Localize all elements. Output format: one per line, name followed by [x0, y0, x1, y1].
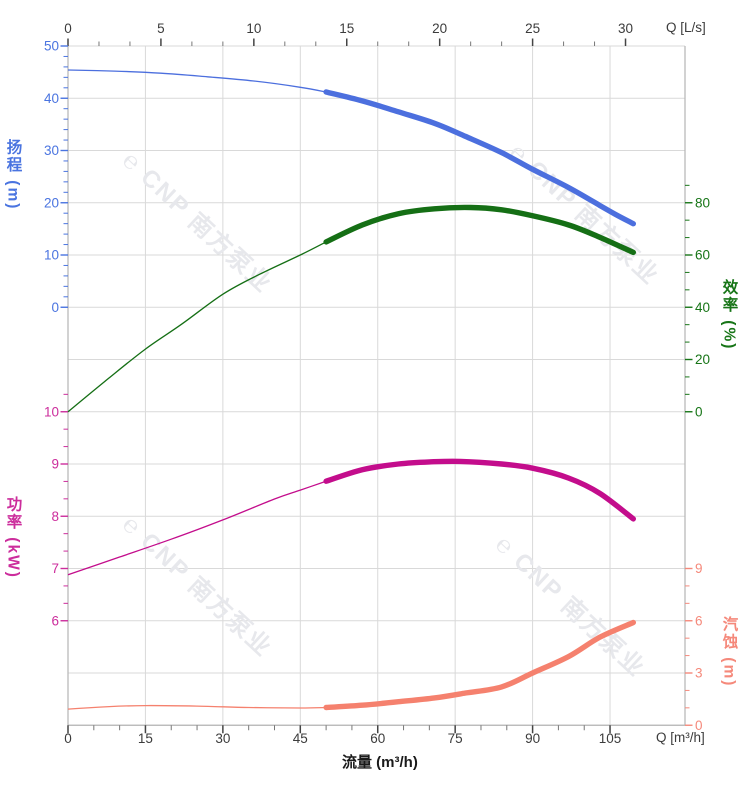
flow-top-unit-label: Q [L/s] [666, 20, 706, 35]
top-axis-tick-label: 25 [525, 21, 540, 36]
bottom-axis-tick-label: 0 [64, 731, 72, 746]
head-axis-tick-label: 40 [44, 91, 59, 106]
bottom-axis-tick-label: 45 [293, 731, 308, 746]
npsh-axis-tick-label: 0 [695, 718, 703, 733]
power-curve [323, 458, 636, 522]
head-axis-title: 扬程 (m) [4, 139, 22, 211]
power-axis-tick-label: 10 [44, 404, 59, 419]
flow-bottom-unit-label: Q [m³/h] [656, 730, 705, 745]
head-axis-tick-label: 0 [51, 300, 59, 315]
bottom-axis-tick-label: 90 [525, 731, 540, 746]
watermark: ℮ CNP 南方泵业 [117, 510, 278, 663]
efficiency-axis-tick-label: 40 [695, 300, 710, 315]
efficiency-axis-tick-label: 20 [695, 352, 710, 367]
top-axis-tick-label: 30 [618, 21, 633, 36]
efficiency-axis-tick-label: 80 [695, 195, 710, 210]
efficiency-axis-title: 效率 (%) [720, 279, 738, 351]
top-axis-tick-label: 10 [246, 21, 261, 36]
power-axis-tick-label: 8 [51, 509, 59, 524]
efficiency-axis-tick-label: 0 [695, 404, 703, 419]
watermark: ℮ CNP 南方泵业 [490, 530, 651, 683]
npsh-curve [323, 619, 636, 711]
power-axis-tick-label: 6 [51, 613, 59, 628]
efficiency-curve [323, 204, 636, 256]
top-axis-tick-label: 0 [64, 21, 72, 36]
watermark: ℮ CNP 南方泵业 [117, 146, 278, 299]
power-curve-thin [67, 480, 327, 576]
head-curve-thin [67, 69, 327, 93]
power-axis-tick-label: 9 [51, 457, 59, 472]
bottom-axis-tick-label: 75 [448, 731, 463, 746]
head-axis-tick-label: 10 [44, 248, 59, 263]
npsh-axis-tick-label: 6 [695, 613, 703, 628]
head-axis-tick-label: 50 [44, 39, 59, 54]
top-axis-tick-label: 5 [157, 21, 165, 36]
npsh-axis-tick-label: 3 [695, 666, 703, 681]
head-axis-tick-label: 20 [44, 195, 59, 210]
top-axis-tick-label: 15 [339, 21, 354, 36]
npsh-curve-thin [67, 704, 327, 710]
npsh-axis-tick-label: 9 [695, 561, 703, 576]
head-axis-tick-label: 30 [44, 143, 59, 158]
bottom-axis-tick-label: 15 [138, 731, 153, 746]
head-curve [323, 89, 636, 227]
power-axis-title: 功率 (kW) [4, 496, 22, 579]
bottom-axis-tick-label: 30 [215, 731, 230, 746]
npsh-axis-title: 汽蚀 (m) [720, 616, 738, 688]
power-axis-tick-label: 7 [51, 561, 59, 576]
top-axis-tick-label: 20 [432, 21, 447, 36]
bottom-axis-tick-label: 105 [599, 731, 622, 746]
flow-axis-label: 流量 (m³/h) [342, 754, 418, 771]
efficiency-axis-tick-label: 60 [695, 248, 710, 263]
bottom-axis-tick-label: 60 [370, 731, 385, 746]
efficiency-curve-thin [67, 241, 327, 413]
